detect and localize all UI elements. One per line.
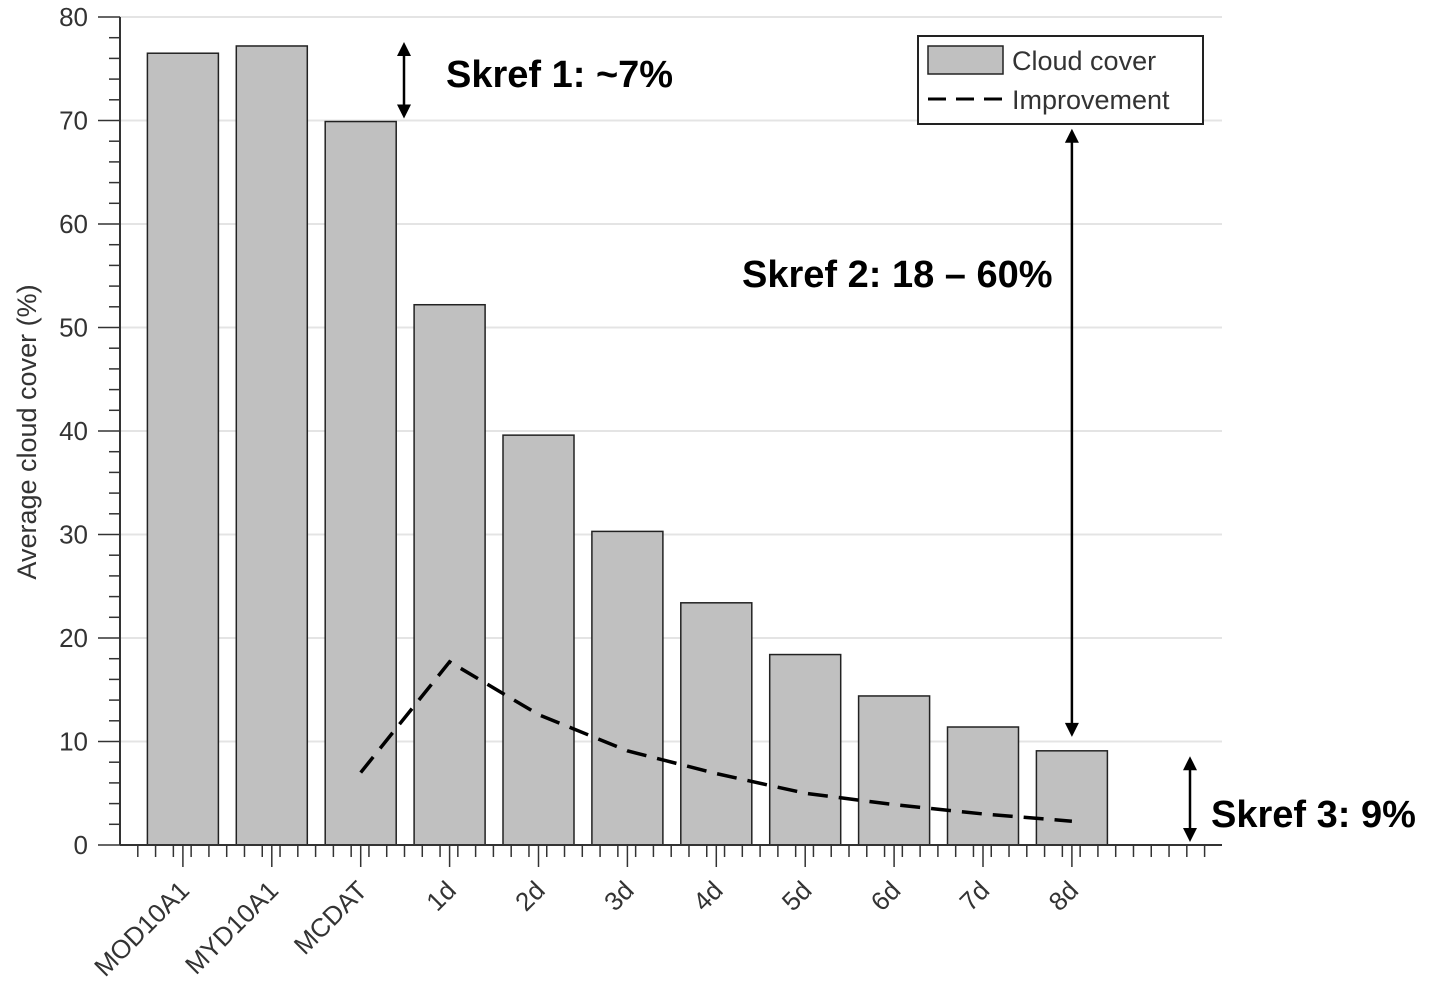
x-tick-label-8d: 8d (1042, 875, 1084, 917)
y-axis-label: Average cloud cover (%) (12, 284, 42, 579)
y-tick-label-50: 50 (59, 313, 88, 343)
annotations: Skref 1: ~7% Skref 2: 18 – 60% Skref 3: 9% (397, 41, 1416, 842)
skref-1-arrow-head-down (397, 104, 411, 119)
legend-label-improvement: Improvement (1012, 85, 1170, 115)
legend: Cloud cover Improvement (917, 35, 1204, 125)
skref-2-arrow (1064, 128, 1079, 737)
x-tick-label-6d: 6d (865, 875, 907, 917)
y-tick-label-0: 0 (74, 830, 88, 860)
y-tick-label-80: 80 (59, 2, 88, 32)
bar-MOD10A1 (146, 52, 220, 846)
y-tick-label-30: 30 (59, 520, 88, 550)
skref-2-label: Skref 2: 18 – 60% (742, 254, 1053, 296)
skref-1-label: Skref 1: ~7% (446, 54, 673, 96)
skref-2-arrow-head-down (1064, 722, 1079, 737)
bar-1d (413, 303, 486, 846)
x-tick-label-MOD10A1: MOD10A1 (88, 875, 195, 982)
x-tick-label-2d: 2d (509, 875, 551, 917)
x-tick-label-MYD10A1: MYD10A1 (179, 875, 284, 980)
bar-MCDAT (324, 120, 397, 846)
bar-8d (1035, 750, 1109, 846)
y-tick-label-70: 70 (59, 106, 88, 136)
y-tick-label-20: 20 (59, 623, 88, 653)
skref-3-arrow-head-up (1183, 756, 1197, 771)
bar-2d (502, 434, 575, 846)
skref-3-label: Skref 3: 9% (1211, 794, 1416, 836)
y-tick-label-10: 10 (59, 727, 88, 757)
skref-2-arrow-head-up (1064, 128, 1079, 143)
x-tick-label-3d: 3d (598, 875, 640, 917)
skref-1-arrow (397, 41, 411, 119)
bar-4d (680, 602, 753, 846)
x-tick-label-MCDAT: MCDAT (288, 875, 373, 960)
legend-label-cloud-cover: Cloud cover (1012, 46, 1156, 76)
x-tick-label-7d: 7d (954, 875, 996, 917)
bar-6d (857, 695, 931, 846)
x-tick-label-1d: 1d (420, 875, 462, 917)
bar-3d (591, 530, 664, 846)
bars (146, 45, 1109, 846)
bar-5d (768, 653, 842, 846)
y-tick-label-40: 40 (59, 416, 88, 446)
legend-swatch-cloud-cover (927, 45, 1004, 75)
bar-MYD10A1 (235, 45, 309, 846)
skref-3-arrow-head-down (1183, 828, 1197, 842)
x-tick-label-4d: 4d (687, 875, 729, 917)
y-tick-label-60: 60 (59, 209, 88, 239)
skref-1-arrow-head-up (397, 41, 411, 56)
bar-7d (946, 726, 1020, 846)
x-tick-label-5d: 5d (776, 875, 818, 917)
skref-3-arrow (1183, 756, 1197, 842)
